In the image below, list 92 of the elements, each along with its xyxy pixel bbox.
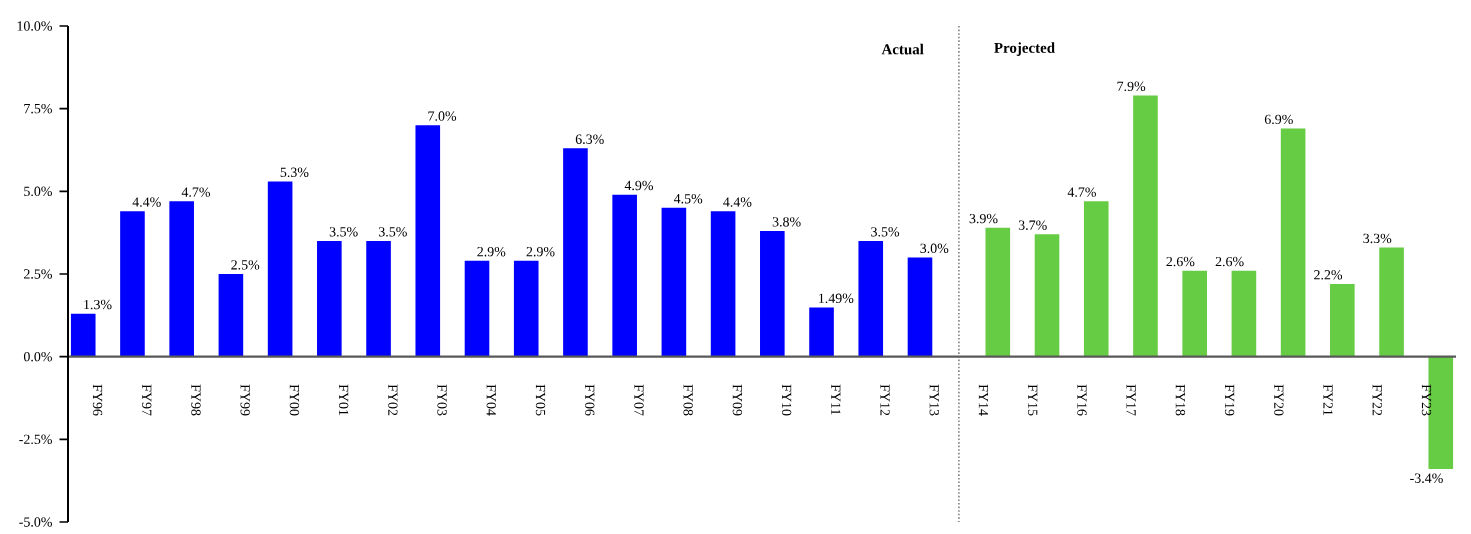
data-label: 5.3% bbox=[280, 167, 309, 178]
data-label: 3.5% bbox=[871, 227, 900, 237]
x-tick-label: FY02 bbox=[388, 384, 398, 416]
x-tick-label: FY98 bbox=[191, 384, 201, 416]
x-tick-label: FY07 bbox=[634, 384, 644, 416]
x-tick-label: FY21 bbox=[1323, 384, 1333, 416]
data-label: 2.9% bbox=[477, 246, 506, 257]
x-tick-label: FY09 bbox=[732, 384, 743, 416]
data-label: 2.6% bbox=[1215, 256, 1244, 267]
x-tick-label: FY01 bbox=[338, 384, 349, 416]
bar bbox=[1034, 234, 1060, 357]
y-tick-label: -2.5% bbox=[19, 434, 52, 445]
x-tick-label: FY16 bbox=[1077, 384, 1087, 416]
x-tick-label: FY18 bbox=[1175, 384, 1186, 416]
data-label: 3.5% bbox=[378, 227, 407, 237]
bar bbox=[366, 240, 391, 357]
x-tick-label: FY14 bbox=[978, 384, 989, 416]
data-label: 2.6% bbox=[1166, 256, 1195, 267]
x-tick-label: FY11 bbox=[831, 384, 841, 415]
x-tick-label: FY20 bbox=[1274, 384, 1284, 416]
x-tick-label: FY22 bbox=[1372, 384, 1382, 416]
bar bbox=[218, 274, 244, 357]
x-tick-label: FY23 bbox=[1421, 384, 1432, 416]
bar bbox=[760, 231, 785, 357]
data-label: 4.9% bbox=[624, 180, 653, 191]
bar bbox=[563, 148, 588, 357]
bar bbox=[1182, 270, 1207, 357]
bar bbox=[415, 125, 441, 357]
x-tick-label: FY15 bbox=[1028, 384, 1038, 416]
y-tick-label: 10.0% bbox=[17, 21, 52, 31]
data-label: 1.49% bbox=[819, 293, 854, 303]
data-label: 3.7% bbox=[1018, 220, 1047, 230]
data-label: 4.4% bbox=[723, 197, 752, 207]
data-label: -3.4% bbox=[1410, 473, 1443, 483]
bar bbox=[513, 260, 539, 357]
bar bbox=[1330, 283, 1355, 357]
data-label: 2.5% bbox=[231, 260, 260, 270]
data-label: 2.9% bbox=[526, 246, 555, 257]
bar bbox=[1231, 270, 1257, 357]
x-tick-label: FY00 bbox=[289, 384, 300, 416]
data-label: 7.0% bbox=[428, 111, 457, 121]
y-tick-label: 5.0% bbox=[24, 186, 52, 197]
bar bbox=[612, 194, 637, 357]
x-tick-label: FY99 bbox=[240, 384, 250, 416]
bar bbox=[120, 211, 145, 357]
bar bbox=[267, 181, 293, 357]
bar bbox=[1379, 247, 1404, 357]
bar bbox=[1280, 128, 1306, 357]
x-tick-label: FY17 bbox=[1126, 384, 1136, 416]
bar bbox=[907, 257, 933, 357]
data-label: 3.0% bbox=[920, 243, 949, 254]
bar bbox=[1083, 201, 1109, 357]
data-label: 3.5% bbox=[329, 227, 358, 237]
x-tick-label: FY96 bbox=[92, 384, 103, 416]
data-label: 3.9% bbox=[969, 213, 998, 224]
data-label: 4.7% bbox=[181, 187, 211, 197]
x-tick-label: FY06 bbox=[585, 384, 595, 416]
bar bbox=[809, 307, 834, 357]
bar bbox=[317, 240, 342, 357]
data-label: 6.9% bbox=[1264, 114, 1293, 125]
data-label: 4.7% bbox=[1067, 187, 1096, 197]
x-tick-label: FY19 bbox=[1224, 384, 1235, 416]
annotation: Projected bbox=[994, 42, 1055, 56]
data-label: 1.3% bbox=[84, 299, 112, 310]
y-tick-label: -5.0% bbox=[19, 517, 52, 527]
y-tick-label: 0.0% bbox=[23, 351, 52, 362]
x-tick-label: FY05 bbox=[535, 384, 546, 416]
bar bbox=[70, 313, 96, 357]
x-tick-label: FY03 bbox=[437, 384, 447, 416]
data-label: 3.3% bbox=[1363, 233, 1392, 244]
data-label: 2.2% bbox=[1314, 270, 1343, 280]
x-tick-label: FY08 bbox=[683, 384, 693, 416]
x-tick-label: FY04 bbox=[486, 384, 497, 416]
bar bbox=[661, 207, 687, 357]
data-label: 4.4% bbox=[132, 197, 161, 207]
data-label: 4.5% bbox=[673, 194, 703, 204]
data-label: 3.8% bbox=[772, 217, 801, 227]
y-tick-label: 2.5% bbox=[24, 269, 52, 279]
data-label: 7.9% bbox=[1117, 81, 1146, 92]
bar bbox=[1133, 95, 1158, 357]
x-tick-label: FY13 bbox=[929, 384, 939, 416]
bar bbox=[985, 227, 1011, 357]
x-tick-label: FY10 bbox=[781, 384, 792, 416]
y-tick-label: 7.5% bbox=[24, 103, 52, 114]
x-tick-label: FY12 bbox=[880, 384, 890, 416]
bar bbox=[169, 201, 194, 357]
x-tick-label: FY97 bbox=[142, 384, 152, 416]
bar bbox=[858, 240, 884, 357]
annotation: Actual bbox=[881, 43, 924, 55]
data-label: 6.3% bbox=[575, 134, 604, 144]
bar bbox=[464, 260, 490, 357]
bar bbox=[710, 211, 736, 357]
